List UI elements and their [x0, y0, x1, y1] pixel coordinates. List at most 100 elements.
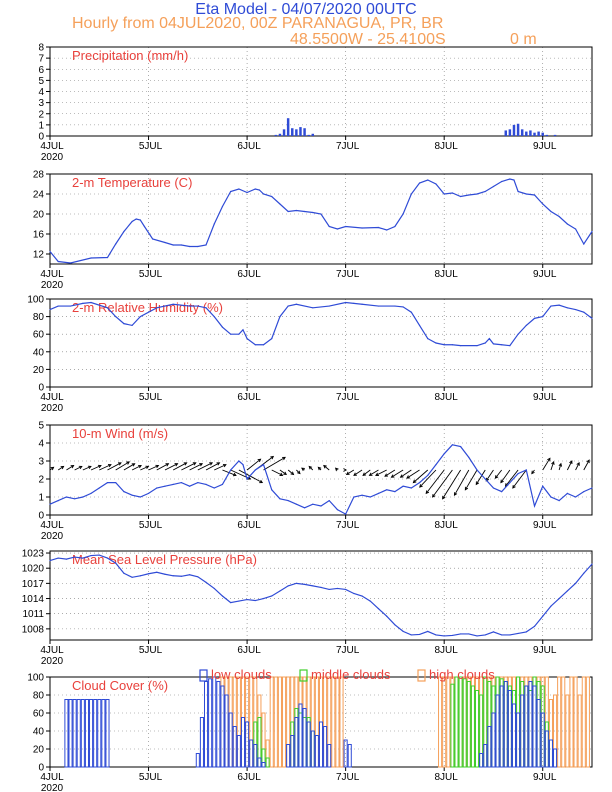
- data-point: [377, 305, 380, 307]
- data-point: [427, 474, 429, 476]
- data-point: [213, 487, 215, 489]
- wind-arrow-head: [362, 472, 367, 476]
- x-axis-year: 2020: [41, 403, 64, 414]
- x-tick-label: 6JUL: [237, 645, 261, 656]
- wind-arrow: [164, 463, 178, 471]
- data-point: [361, 303, 363, 305]
- wind-arrow-head: [117, 462, 122, 466]
- x-tick-label: 9JUL: [533, 141, 557, 152]
- data-point: [501, 180, 503, 183]
- y-tick-label: 1: [38, 120, 44, 131]
- x-tick-label: 5JUL: [139, 392, 163, 403]
- y-tick-label: 5: [38, 76, 44, 87]
- chart-title: Eta Model - 04/07/2020 00UTC: [195, 1, 416, 18]
- wind-arrow-head: [301, 467, 305, 472]
- cloud-bar-high: [335, 676, 340, 768]
- precip-bar: [282, 129, 286, 136]
- cloud-bar-low: [310, 730, 315, 768]
- wind-arrow-head: [165, 463, 170, 467]
- data-point: [254, 344, 256, 346]
- precip-bar: [286, 118, 290, 136]
- y-tick-label: 80: [33, 691, 45, 702]
- x-tick-label: 5JUL: [139, 520, 163, 531]
- data-point: [525, 469, 527, 471]
- precip-bar: [303, 128, 306, 136]
- data-point: [476, 469, 478, 471]
- data-point: [295, 503, 297, 505]
- data-point: [152, 238, 154, 240]
- data-point: [566, 492, 568, 494]
- wind-arrow: [323, 465, 330, 471]
- data-point: [468, 194, 470, 196]
- wind-arrow-head: [60, 465, 65, 470]
- y-tick-label: 1014: [22, 594, 45, 605]
- data-point: [501, 344, 503, 346]
- data-point: [591, 230, 593, 233]
- wind-arrow: [442, 469, 461, 500]
- x-tick-label: 4JUL: [40, 772, 64, 783]
- data-point: [189, 305, 191, 307]
- data-point: [509, 482, 511, 484]
- data-point: [74, 556, 76, 558]
- data-point: [271, 195, 273, 198]
- cloud-bar-high: [277, 676, 282, 768]
- wind-arrow-head: [551, 461, 555, 465]
- data-point: [230, 601, 232, 604]
- cloud-bar-low: [84, 699, 89, 768]
- data-point: [82, 557, 84, 559]
- data-point: [484, 190, 486, 193]
- wind-arrow: [279, 469, 287, 475]
- wind-arrow: [432, 469, 453, 498]
- cloud-bar-low: [249, 739, 254, 768]
- data-point: [435, 342, 437, 344]
- cloud-bar-low: [195, 753, 200, 768]
- wind-arrow-head: [259, 479, 264, 484]
- data-point: [271, 338, 273, 340]
- data-point: [295, 582, 297, 584]
- data-point: [230, 190, 232, 193]
- data-point: [49, 560, 51, 562]
- data-point: [509, 634, 511, 636]
- temperature-panel: 12 16 20 24 28 4JUL 5JUL 6JUL 7JUL 8JUL 9JUL 2020 2-…: [33, 170, 593, 291]
- x-axis-year: 2020: [41, 656, 64, 667]
- data-point: [468, 456, 470, 458]
- data-point: [74, 498, 76, 500]
- data-point: [369, 600, 371, 602]
- data-point: [143, 225, 146, 228]
- precip-bar: [508, 129, 512, 136]
- data-point: [57, 557, 59, 559]
- cloud-bar-high: [438, 676, 443, 768]
- data-point: [484, 342, 486, 344]
- data-point: [583, 572, 585, 574]
- data-point: [451, 444, 453, 446]
- wind-arrow-head: [138, 464, 142, 469]
- y-tick-label: 2: [38, 109, 44, 120]
- data-point: [492, 343, 495, 345]
- data-point: [238, 600, 240, 602]
- data-point: [484, 478, 486, 480]
- x-axis-year: 2020: [41, 531, 64, 542]
- data-point: [345, 513, 347, 515]
- wind-arrow: [400, 469, 412, 478]
- data-point: [542, 203, 544, 205]
- humidity-panel: 0 20 40 60 80 100 4JUL 5JUL 6JUL 7JUL 8JUL 9JUL 2020…: [27, 295, 593, 414]
- wind-arrow-head: [174, 463, 179, 467]
- data-point: [353, 496, 355, 498]
- x-tick-label: 7JUL: [336, 645, 360, 656]
- series-line: [49, 444, 593, 515]
- cloud-bar-low: [93, 699, 98, 768]
- data-point: [131, 494, 133, 496]
- y-tick-label: 0: [38, 511, 44, 522]
- wind-arrow-head: [323, 464, 327, 469]
- data-point: [488, 338, 490, 340]
- cloud-bar-low: [327, 744, 332, 768]
- wind-arrow-head: [308, 465, 313, 470]
- cloud-bar-mid: [466, 681, 471, 768]
- data-point: [542, 615, 544, 617]
- wind-arrow-head: [209, 462, 214, 466]
- data-point: [525, 324, 527, 326]
- data-point: [550, 210, 552, 213]
- cloud-bar-low: [261, 762, 266, 768]
- wind-arrow: [406, 469, 420, 479]
- data-point: [106, 256, 109, 259]
